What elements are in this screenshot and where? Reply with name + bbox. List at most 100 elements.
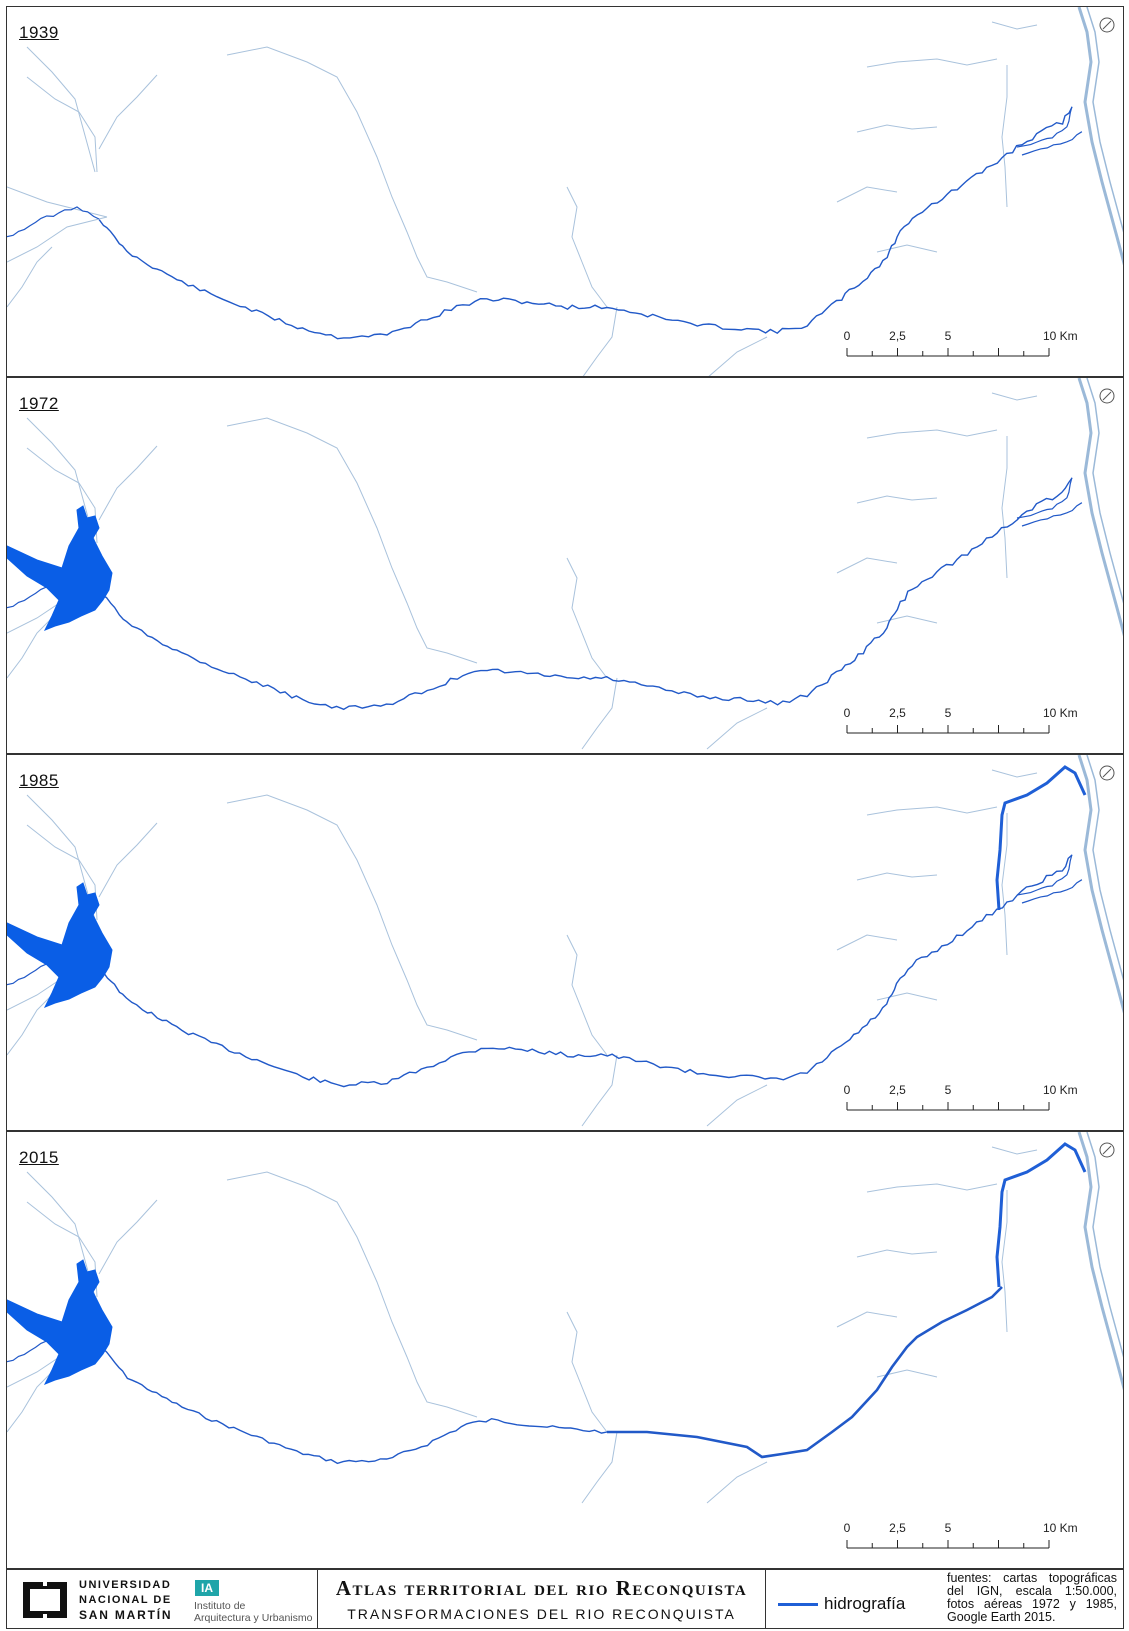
title-block: Atlas territorial del rio Reconquista TR… (317, 1570, 765, 1628)
unsam-logo-icon (23, 1582, 67, 1618)
scale-label: 10 Km (1043, 1083, 1078, 1097)
stream-line (866, 806, 998, 816)
atlas-subtitle: TRANSFORMACIONES DEL RIO RECONQUISTA (347, 1606, 736, 1622)
stream-line (7, 186, 108, 218)
scale-label: 2,5 (889, 1083, 906, 1097)
scale-label: 5 (945, 1521, 952, 1535)
stream-line (708, 336, 768, 376)
stream-line (566, 186, 608, 308)
reconquista-river (98, 106, 1073, 340)
stream-line (991, 769, 1038, 778)
stream-line (566, 1311, 608, 1433)
stream-line (836, 934, 898, 951)
legend-swatch (778, 1603, 818, 1606)
stream-line (876, 615, 938, 624)
stream-line (566, 934, 608, 1056)
parana-river-bank (1086, 1132, 1123, 1358)
parana-river (1077, 7, 1123, 266)
parana-river (1077, 755, 1123, 1014)
map-panel-1972: 1972 0 2,5 5 10 Km (6, 377, 1124, 754)
stream-line (26, 46, 96, 173)
map-canvas (7, 1132, 1123, 1504)
unsam-name: UNIVERSIDAD NACIONAL DE SAN MARTÍN (79, 1579, 173, 1622)
aliviador-canal (995, 1142, 1087, 1288)
stream-line (226, 794, 478, 1041)
footer: UNIVERSIDAD NACIONAL DE SAN MARTÍN IA In… (6, 1569, 1124, 1629)
stream-line (226, 1171, 478, 1418)
stream-line (226, 417, 478, 664)
stream-line (7, 216, 108, 263)
legend-label: hidrografía (824, 1594, 906, 1613)
ia-name: Instituto de Arquitectura y Urbanismo (194, 1600, 313, 1624)
stream-line (98, 74, 158, 150)
river-branch (1016, 106, 1073, 148)
stream-line (1001, 436, 1008, 579)
scale-label: 5 (945, 329, 952, 343)
scale-bar-graphic: 0 2,5 5 10 Km (844, 706, 1078, 734)
reconquista-canalized-river (607, 1286, 1003, 1459)
stream-line (876, 244, 938, 253)
stream-line (706, 1461, 768, 1504)
reconquista-river (98, 854, 1073, 1088)
parana-river-bank (1086, 378, 1123, 604)
stream-line (866, 58, 998, 68)
stream-line (26, 794, 96, 921)
scale-bar: 0 2,5 5 10 Km (839, 1518, 1119, 1558)
stream-line (856, 1249, 938, 1258)
roggero-reservoir (7, 505, 113, 631)
stream-line (566, 557, 608, 679)
stream-line (7, 617, 53, 679)
north-arrow-icon (1097, 763, 1117, 788)
stream-line (581, 1431, 618, 1504)
stream-line (98, 1199, 158, 1275)
panel-year-label: 2015 (19, 1148, 59, 1167)
river-branch (1021, 879, 1083, 904)
scale-label: 2,5 (889, 1521, 906, 1535)
stream-line (1001, 813, 1008, 956)
roggero-reservoir (7, 882, 113, 1008)
legend-block: hidrografía fuentes: cartas topográficas… (765, 1570, 1123, 1628)
stream-line (991, 21, 1038, 30)
scale-bar-graphic: 0 2,5 5 10 Km (844, 329, 1078, 357)
sources-note: fuentes: cartas topográficas del IGN, es… (947, 1571, 1117, 1624)
stream-line (991, 392, 1038, 401)
scale-label: 0 (844, 706, 851, 720)
map-panel-2015: 2015 0 2,5 5 10 Km (6, 1131, 1124, 1569)
stream-line (1001, 1190, 1008, 1333)
scale-label: 5 (945, 706, 952, 720)
map-canvas (7, 378, 1123, 750)
stream-line (98, 822, 158, 898)
aliviador-canal (995, 765, 1087, 911)
map-canvas (7, 755, 1123, 1127)
river-branch (1021, 502, 1083, 527)
panel-year-label: 1972 (19, 394, 59, 413)
stream-line (581, 677, 618, 750)
roggero-reservoir (7, 1259, 113, 1385)
ia-logo-badge: IA (195, 1580, 219, 1596)
stream-line (836, 186, 898, 203)
stream-line (7, 994, 53, 1056)
north-arrow-icon (1097, 386, 1117, 411)
scale-bar-graphic: 0 2,5 5 10 Km (844, 1083, 1078, 1111)
stream-line (26, 76, 98, 173)
scale-label: 0 (844, 329, 851, 343)
stream-line (991, 1146, 1038, 1155)
stream-line (866, 1183, 998, 1193)
panel-year-label: 1985 (19, 771, 59, 790)
scale-bar: 0 2,5 5 10 Km (839, 1080, 1119, 1120)
stream-line (1001, 65, 1008, 208)
stream-line (26, 417, 96, 544)
river-branch (1021, 131, 1083, 156)
scale-label: 2,5 (889, 706, 906, 720)
stream-line (582, 306, 618, 376)
scale-bar: 0 2,5 5 10 Km (839, 703, 1119, 743)
upstream-branch (7, 206, 100, 238)
scale-label: 5 (945, 1083, 952, 1097)
stream-line (876, 992, 938, 1001)
stream-line (226, 46, 478, 293)
institution-block: UNIVERSIDAD NACIONAL DE SAN MARTÍN IA In… (7, 1570, 317, 1628)
stream-line (856, 872, 938, 881)
stream-line (836, 1311, 898, 1328)
reconquista-river (98, 1343, 608, 1465)
stream-line (581, 1054, 618, 1127)
